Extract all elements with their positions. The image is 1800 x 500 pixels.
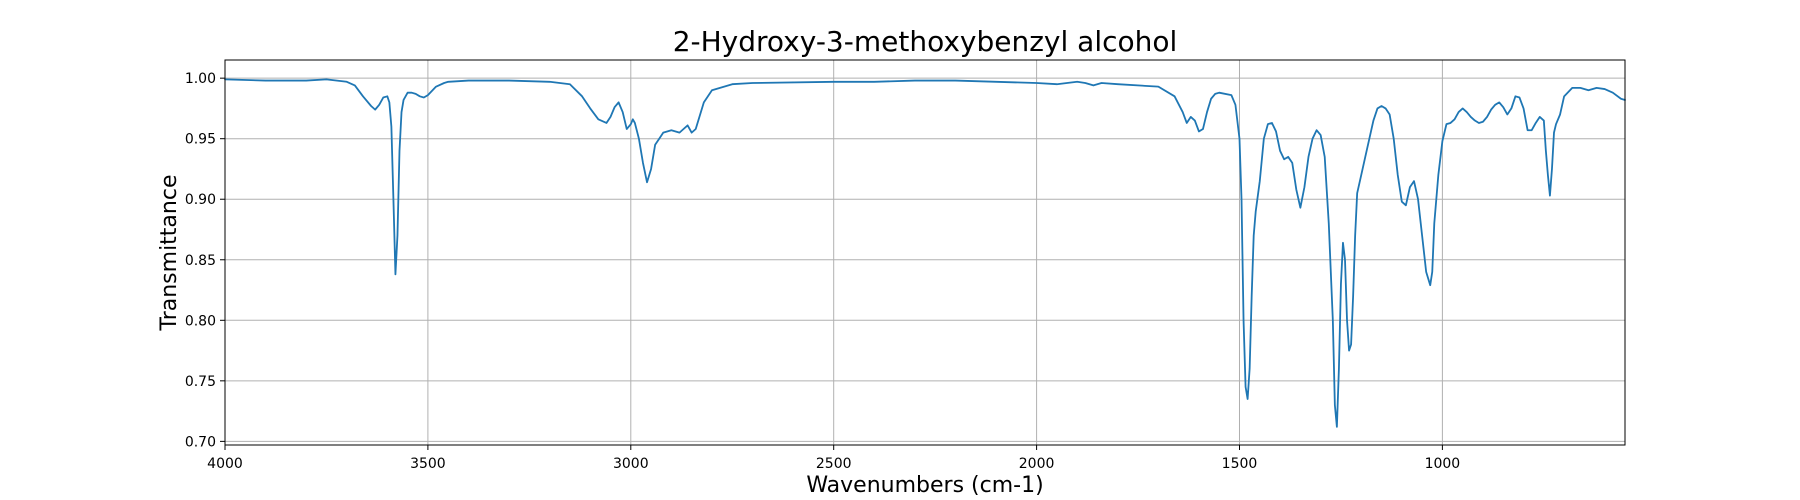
y-axis: 0.70 0.75 0.80 0.85 0.90 0.95 1.00 [185, 71, 225, 450]
y-tick-label: 0.80 [185, 313, 216, 329]
x-tick-label: 1500 [1222, 456, 1258, 472]
y-tick-label: 1.00 [185, 71, 216, 87]
x-tick-label: 3500 [410, 456, 446, 472]
y-tick-label: 0.75 [185, 374, 216, 390]
plot-area [224, 78, 1626, 428]
grid-layer [224, 60, 1625, 445]
x-tick-label: 4000 [207, 456, 243, 472]
x-tick-label: 2000 [1019, 456, 1055, 472]
x-tick-label: 1000 [1425, 456, 1461, 472]
x-tick-label: 3000 [613, 456, 649, 472]
x-axis: 4000 3500 3000 2500 2000 1500 1000 [207, 445, 1460, 472]
x-axis-label: Wavenumbers (cm-1) [806, 473, 1043, 498]
y-tick-label: 0.85 [185, 253, 216, 269]
y-tick-label: 0.70 [185, 434, 216, 450]
chart-title: 2-Hydroxy-3-methoxybenzyl alcohol [673, 25, 1178, 58]
axes-frame [224, 59, 1626, 446]
y-axis-label: Transmittance [157, 175, 182, 332]
y-tick-label: 0.90 [185, 192, 216, 208]
y-tick-label: 0.95 [185, 132, 216, 148]
series-line [224, 78, 1626, 428]
x-tick-label: 2500 [816, 456, 852, 472]
